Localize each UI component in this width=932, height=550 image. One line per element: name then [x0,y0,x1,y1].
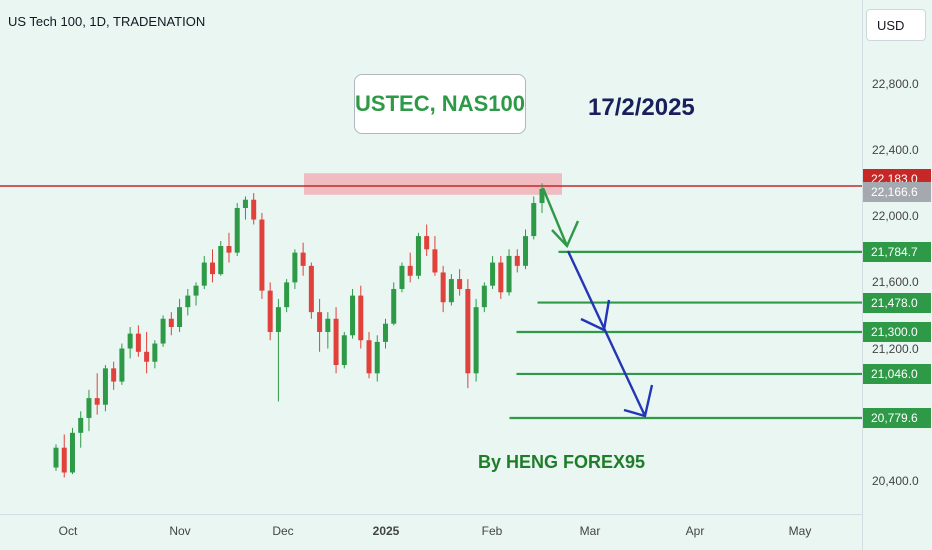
annotation-date: 17/2/2025 [588,94,695,121]
level-price-tag: 20,779.6 [863,408,931,428]
time-tick-label: Dec [272,524,294,538]
resistance-zone [304,173,562,195]
price-axis-separator [862,0,863,550]
candle-body [358,295,364,341]
level-price-tag: 21,300.0 [863,321,931,342]
candle-body [350,295,356,336]
candle-body [506,255,512,293]
symbol-header[interactable]: US Tech 100, 1D, TRADENATION [8,14,206,29]
candle-body [325,318,331,332]
candle-body [415,236,421,276]
candle-body [341,335,347,366]
candle-body [201,262,207,286]
time-tick-label: Nov [169,524,191,538]
candle-body [490,262,496,286]
time-axis-separator [0,514,862,515]
level-price-tag: 21,478.0 [863,292,931,313]
candle-body [53,447,59,468]
candle-body [61,447,67,473]
candle-body [234,207,240,253]
candle-body [333,318,339,366]
candle-body [399,265,405,289]
price-tick-label: 22,800.0 [872,77,919,91]
candle-body [284,282,290,308]
candle-body [144,351,150,362]
candle-body [160,318,166,344]
candle-body [498,262,504,293]
candle-body [481,285,487,308]
candle-body [514,255,520,266]
time-tick-label: Mar [579,524,601,538]
candle-body [185,295,191,308]
candle-body [226,246,232,253]
candle-body [465,288,471,374]
current-price-tag: 22,166.6 [863,182,931,203]
candle-body [457,279,463,289]
time-tick-label: Apr [685,524,705,538]
blue-arrow-line [566,250,647,417]
blue-arrow-head-1 [580,299,611,332]
candle-body [382,323,388,342]
candle-body [135,333,141,352]
time-tick-label: Oct [58,524,78,538]
candle-body [308,265,314,313]
candle-body [152,343,158,362]
candle-body [432,249,438,273]
currency-button[interactable]: USD [866,9,926,41]
green-arrow-line [541,187,569,247]
candle-body [539,188,545,204]
candle-body [86,398,92,418]
level-price-tag: 21,784.7 [863,241,931,262]
level-price-tag: 21,046.0 [863,363,931,384]
candle-body [242,199,248,208]
candle-body [259,219,265,291]
price-tick-label: 21,200.0 [872,341,919,356]
candle-body [523,236,529,266]
candle-body [69,432,75,473]
candle-body [102,368,108,405]
candle-body [251,199,257,220]
price-tick-label: 20,400.0 [872,473,919,488]
candle-body [119,348,125,382]
annotation-title: USTEC, NAS100 [354,74,526,134]
green-arrow-head [551,220,580,249]
candle-body [317,312,323,332]
candle-body [448,279,454,303]
time-tick-label: Feb [481,524,503,538]
candle-body [275,307,281,332]
candle-body [193,285,199,296]
price-tick-label: 22,400.0 [872,143,919,158]
price-tick-label: 22,000.0 [872,209,919,224]
candle-body [218,246,224,275]
price-tick-label: 21,600.0 [872,275,919,290]
candle-body [366,340,372,374]
candle-body [531,203,537,237]
candle-body [292,252,298,283]
candle-body [78,417,84,433]
candle-body [374,341,380,374]
candle-body [210,262,216,275]
time-tick-label: 2025 [372,524,400,538]
annotation-author: By HENG FOREX95 [478,452,646,472]
candle-body [177,307,183,328]
candle-body [94,398,100,405]
candle-body [407,265,413,276]
candle-body [267,290,273,332]
candle-body [473,307,479,374]
candle-body [111,368,117,382]
candle-body [440,272,446,303]
candle-body [168,318,174,328]
candle-body [391,288,397,324]
candle-body [127,333,133,349]
candle-body [300,252,306,266]
candle-body [424,236,430,250]
time-tick-label: May [788,524,812,538]
blue-arrow-head-2 [623,384,654,418]
